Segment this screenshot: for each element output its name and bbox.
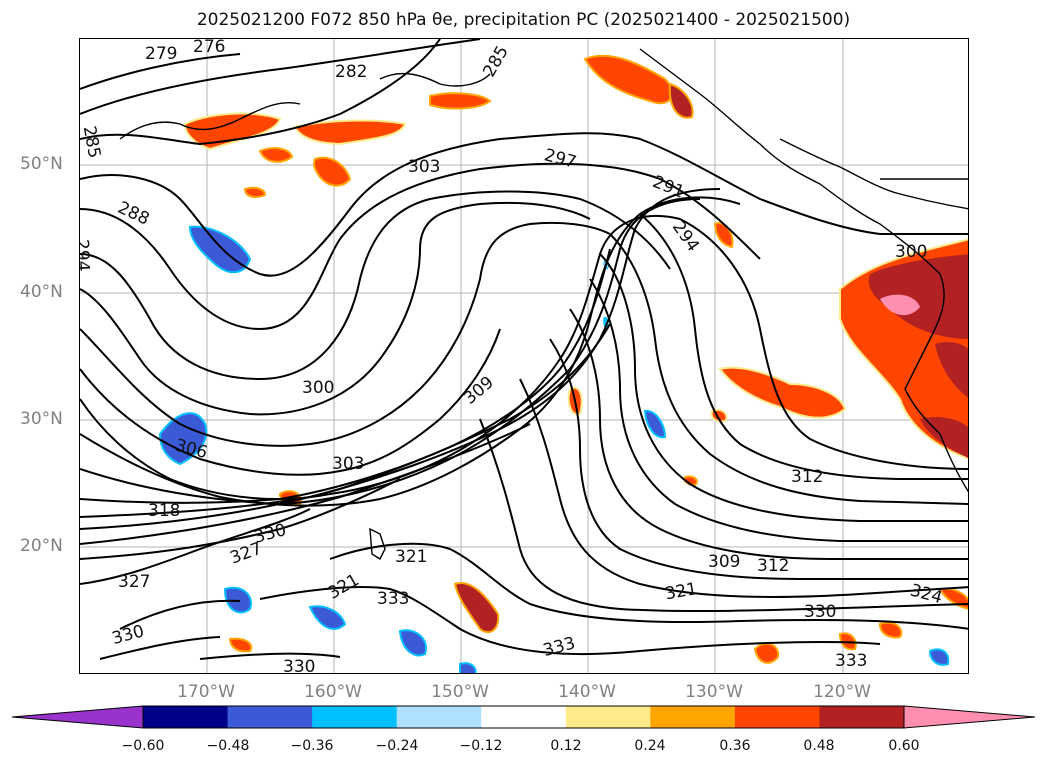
coastline bbox=[119, 48, 968, 561]
contour-label: 312 bbox=[757, 556, 789, 576]
contour-label: 282 bbox=[335, 62, 367, 82]
contour-label: 294 bbox=[80, 239, 93, 272]
colorbar-segment bbox=[565, 706, 651, 728]
colorbar-tick: 0.60 bbox=[888, 738, 920, 754]
contour-label: 321 bbox=[395, 547, 427, 567]
lon-label-140w: 140°W bbox=[558, 682, 616, 702]
colorbar-segment bbox=[481, 706, 567, 728]
lon-label-160w: 160°W bbox=[304, 682, 362, 702]
contour-label: 312 bbox=[791, 467, 823, 487]
colorbar-tick: 0.36 bbox=[719, 738, 751, 754]
colorbar-tick: 0.12 bbox=[550, 738, 582, 754]
colorbar-segment bbox=[734, 706, 820, 728]
contour-label: 303 bbox=[408, 157, 440, 177]
colorbar-tick: 0.24 bbox=[634, 738, 666, 754]
map-title: 2025021200 F072 850 hPa θe, precipitatio… bbox=[196, 10, 851, 30]
contour-label: 300 bbox=[302, 378, 334, 398]
lon-label-130w: 130°W bbox=[685, 682, 743, 702]
lon-label-120w: 120°W bbox=[813, 682, 871, 702]
lon-label-170w: 170°W bbox=[177, 682, 235, 702]
contour-label: 309 bbox=[708, 552, 740, 572]
map-canvas: 276 279 282 285 285 288 291 294 294 297 … bbox=[80, 39, 968, 674]
colorbar-segment bbox=[312, 706, 398, 728]
colorbar-segment bbox=[143, 706, 229, 728]
contour-label: 303 bbox=[332, 454, 364, 474]
contour-label: 285 bbox=[80, 124, 104, 159]
contour-label: 330 bbox=[804, 602, 836, 622]
contour-label: 279 bbox=[145, 44, 177, 64]
colorbar-tick: 0.48 bbox=[803, 738, 835, 754]
lon-label-150w: 150°W bbox=[431, 682, 489, 702]
contour-label: 330 bbox=[283, 657, 315, 674]
contour-label: 318 bbox=[148, 501, 180, 521]
colorbar-extend-max bbox=[903, 705, 1036, 729]
colorbar-segment bbox=[396, 706, 482, 728]
colorbar-tick: −0.60 bbox=[121, 738, 165, 754]
map-panel: 276 279 282 285 285 288 291 294 294 297 … bbox=[79, 38, 969, 674]
colorbar-extend-min bbox=[11, 705, 144, 729]
lat-label-50n: 50°N bbox=[20, 154, 63, 174]
colorbar-segment bbox=[650, 706, 736, 728]
colorbar-tick: −0.48 bbox=[206, 738, 250, 754]
lat-label-30n: 30°N bbox=[20, 409, 63, 429]
contour-label: 276 bbox=[193, 39, 225, 57]
contour-label: 333 bbox=[377, 589, 409, 609]
colorbar-segment bbox=[227, 706, 313, 728]
colorbar-tick: −0.24 bbox=[375, 738, 419, 754]
colorbar-segment bbox=[819, 706, 905, 728]
contour-label: 333 bbox=[835, 651, 867, 671]
colorbar-tick: −0.12 bbox=[459, 738, 503, 754]
contour-label: 300 bbox=[895, 242, 927, 262]
theta-e-contours bbox=[80, 39, 968, 660]
contour-label: 327 bbox=[118, 572, 150, 592]
colorbar-tick: −0.36 bbox=[290, 738, 334, 754]
lat-label-40n: 40°N bbox=[20, 282, 63, 302]
lat-label-20n: 20°N bbox=[20, 536, 63, 556]
